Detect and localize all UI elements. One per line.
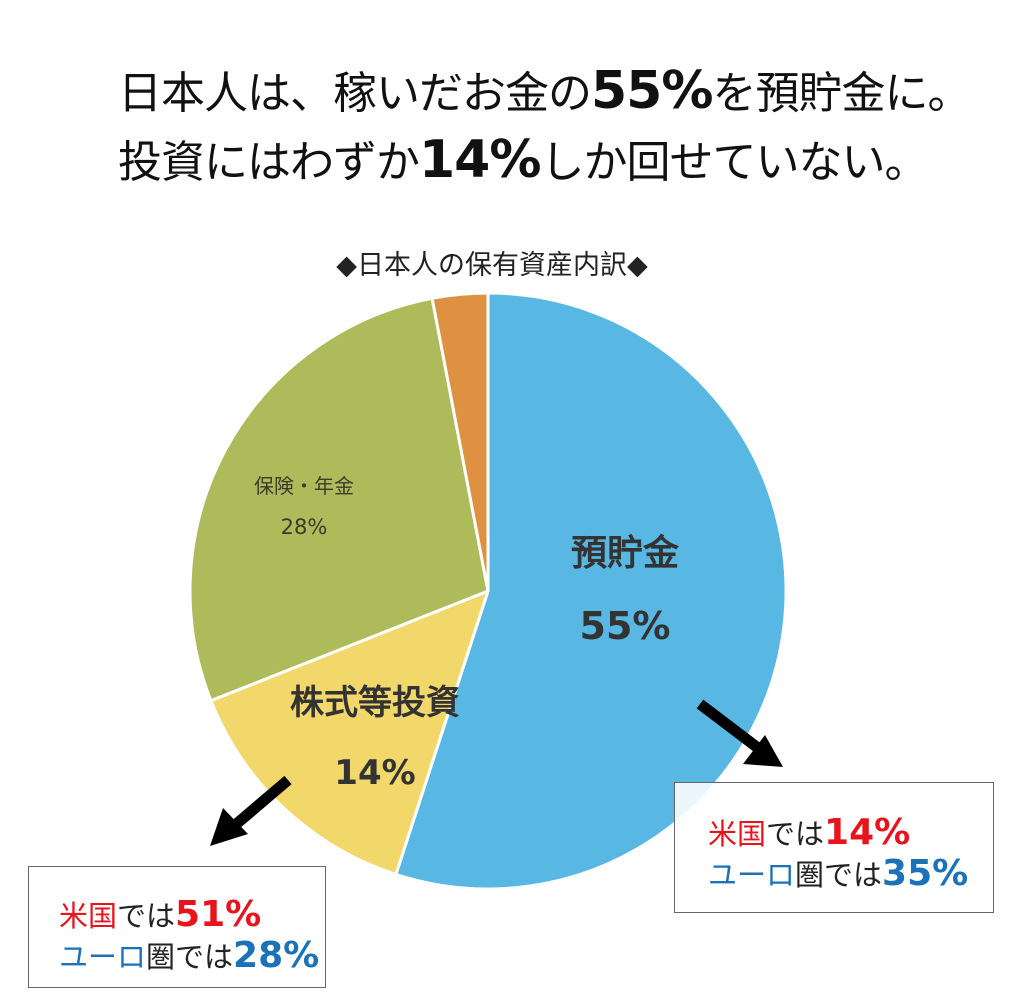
- note-country: 米国: [708, 817, 767, 851]
- arrow-left-icon: [210, 775, 292, 846]
- pie-slice-stocks: [209, 589, 490, 876]
- note-region: ユーロ: [59, 940, 147, 974]
- note-region: ユーロ: [708, 858, 796, 892]
- note-row-us: 米国では51%: [59, 895, 319, 936]
- note-value: 35%: [882, 853, 969, 894]
- headline-text: しか回せていない。: [540, 137, 928, 188]
- slice-name: 預貯金: [570, 533, 679, 574]
- note-country: 米国: [59, 899, 118, 933]
- headline-highlight-investment: 14%: [419, 130, 541, 190]
- pie-slice-other: [430, 291, 490, 593]
- slice-percent: 14%: [334, 753, 416, 793]
- headline-text: 投資にはわずか: [118, 137, 420, 188]
- note-text: では: [175, 940, 234, 974]
- note-text: では: [766, 817, 825, 851]
- headline-text: を預貯金に。: [712, 68, 971, 119]
- note-text: では: [824, 858, 883, 892]
- note-row-us: 米国では14%: [708, 813, 968, 854]
- pie-slice-savings: [394, 291, 788, 891]
- note-text: 圏: [146, 940, 176, 974]
- slice-name: 保険・年金: [254, 474, 354, 498]
- pie-slice-insurance: [188, 296, 490, 703]
- slice-name: 株式等投資: [290, 683, 460, 723]
- slice-label-savings: 預貯金 55%: [540, 530, 710, 654]
- headline: 日本人は、稼いだお金の55%を預貯金に。 投資にはわずか14%しか回せていない。: [118, 58, 998, 196]
- slice-percent: 55%: [579, 604, 671, 648]
- note-text: 圏: [795, 858, 825, 892]
- slice-label-insurance: 保険・年金 28%: [232, 472, 376, 542]
- headline-text: 日本人は、稼いだお金の: [118, 68, 592, 119]
- note-row-euro: ユーロ圏では35%: [708, 854, 968, 895]
- note-value: 51%: [175, 894, 262, 935]
- comparison-note-stocks: 米国では51% ユーロ圏では28%: [28, 866, 326, 988]
- headline-line-2: 投資にはわずか14%しか回せていない。: [118, 127, 998, 196]
- arrow-right-icon: [696, 699, 783, 767]
- note-value: 14%: [824, 812, 911, 853]
- comparison-note-savings: 米国では14% ユーロ圏では35%: [674, 782, 994, 913]
- headline-highlight-savings: 55%: [591, 61, 713, 121]
- note-text: では: [117, 899, 176, 933]
- note-value: 28%: [233, 935, 320, 976]
- chart-title: ◆日本人の保有資産内訳◆: [336, 250, 648, 281]
- slice-label-stocks: 株式等投資 14%: [255, 680, 495, 798]
- slice-percent: 28%: [280, 515, 328, 539]
- headline-line-1: 日本人は、稼いだお金の55%を預貯金に。: [118, 58, 998, 127]
- note-row-euro: ユーロ圏では28%: [59, 936, 319, 977]
